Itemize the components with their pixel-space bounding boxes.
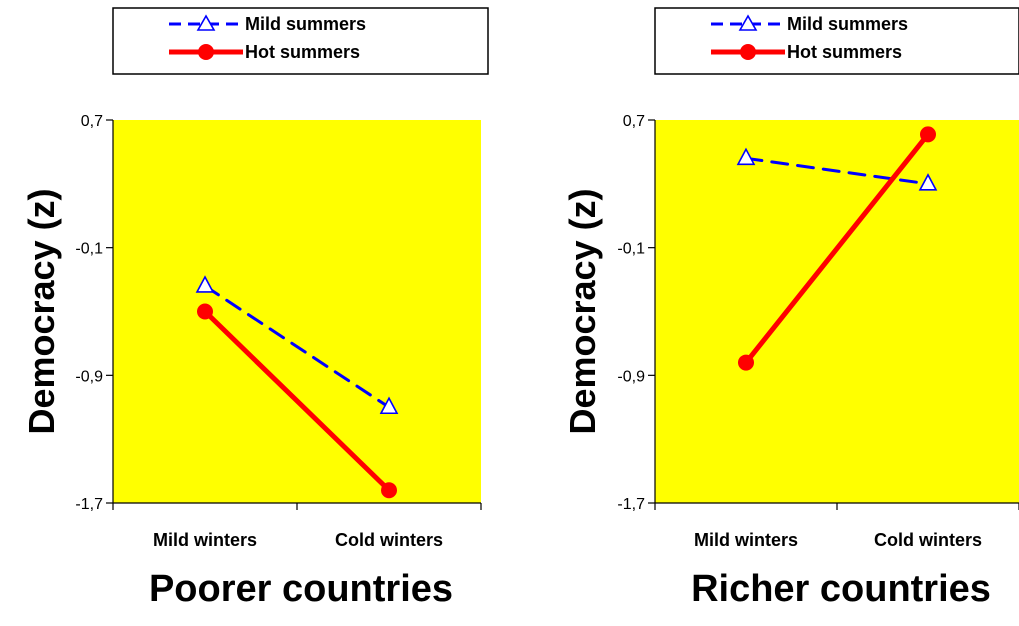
data-point-2-2 [920, 126, 936, 143]
y-tick-label-3: -0,9 [75, 368, 103, 385]
legend-label-1: Mild summers [245, 14, 366, 34]
data-point-2-1 [197, 303, 213, 320]
legend-label-2: Hot summers [245, 42, 360, 62]
x-tick-label-2: Cold winters [335, 530, 443, 550]
chart-title: Richer countries [691, 568, 991, 610]
series-line-1 [744, 156, 930, 186]
chart-title: Poorer countries [149, 568, 453, 610]
y-axis-label: Democracy (z) [562, 188, 603, 434]
legend-marker-2 [740, 44, 756, 60]
legend: Mild summers Hot summers [112, 7, 489, 75]
data-point-1-2 [918, 173, 938, 191]
x-tick-label-1: Mild winters [153, 530, 257, 550]
chart-panel-1: Mild summers Hot summers 0,7 -0,1 -0,9 -1,7 Mi… [21, 7, 489, 610]
data-point-2-1 [738, 354, 754, 371]
y-tick-label-2: -0,1 [617, 241, 645, 258]
y-tick-label-1: 0,7 [81, 113, 103, 130]
legend-marker-1 [196, 14, 216, 31]
legend-label-1: Mild summers [787, 14, 908, 34]
series-line-2 [202, 309, 392, 493]
legend: Mild summers Hot summers [654, 7, 1019, 75]
series-line-2 [743, 131, 931, 366]
data-point-2-2 [381, 482, 397, 499]
plot-area [655, 120, 1019, 503]
y-tick-label-4: -1,7 [75, 496, 103, 513]
chart-panel-2: Mild summers Hot summers 0,7 -0,1 -0,9 -1,7 Mi… [562, 7, 1019, 610]
data-point-1-2 [379, 396, 399, 415]
legend-marker-2 [198, 44, 214, 60]
data-point-1-1 [736, 147, 756, 166]
legend-box [112, 7, 489, 75]
legend-label-2: Hot summers [787, 42, 902, 62]
y-tick-label-4: -1,7 [617, 496, 645, 513]
x-tick-label-1: Mild winters [694, 530, 798, 550]
series-line-1 [203, 284, 391, 409]
y-tick-label-1: 0,7 [623, 113, 645, 130]
x-tick-label-2: Cold winters [874, 530, 982, 550]
y-tick-label-3: -0,9 [617, 368, 645, 385]
legend-marker-1 [738, 14, 758, 31]
y-axis-label: Democracy (z) [21, 188, 62, 434]
y-tick-label-2: -0,1 [75, 241, 103, 258]
legend-box [654, 7, 1019, 75]
plot-area [113, 120, 481, 503]
data-point-1-1 [195, 275, 215, 293]
